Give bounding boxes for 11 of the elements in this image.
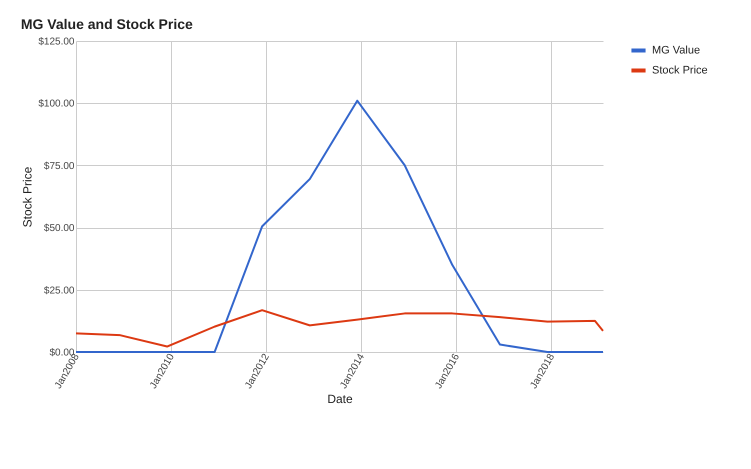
line-series <box>75 309 604 348</box>
y-tick-label: $100.00 <box>38 98 75 110</box>
y-tick-label: $125.00 <box>38 36 75 48</box>
y-tick-label: $25.00 <box>44 285 75 296</box>
y-tick-label: $50.00 <box>44 223 75 234</box>
legend-label: Stock Price <box>652 64 708 76</box>
legend-label: MG Value <box>652 44 700 56</box>
y-tick-label: $75.00 <box>44 160 75 172</box>
chart-title: MG Value and Stock Price <box>20 16 194 32</box>
x-axis-title: Date <box>327 392 353 406</box>
y-axis-title: Stock Price <box>20 166 34 228</box>
